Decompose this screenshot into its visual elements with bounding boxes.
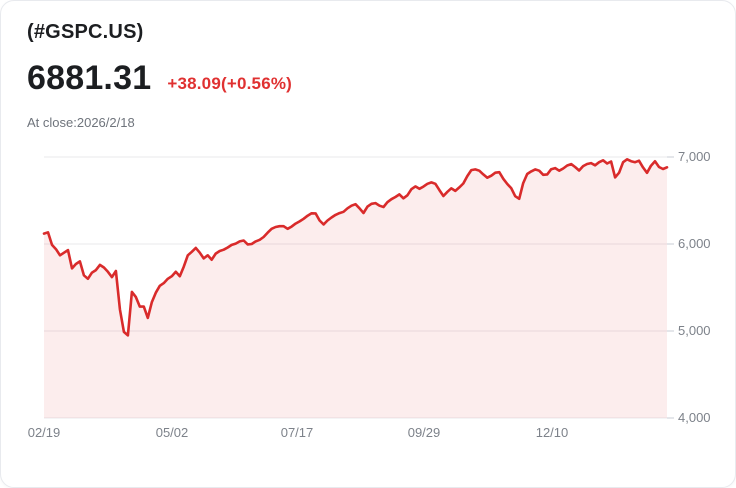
y-axis-tick-marks — [667, 156, 674, 419]
y-axis-label: 6,000 — [678, 236, 711, 251]
x-axis-label: 05/02 — [155, 425, 189, 440]
price-change: +38.09(+0.56%) — [167, 74, 293, 93]
x-axis-label: 02/19 — [27, 425, 61, 440]
y-axis-label: 4,000 — [678, 410, 711, 425]
area-fill — [44, 159, 667, 419]
x-axis-label: 09/29 — [407, 425, 441, 440]
x-axis-label: 07/17 — [280, 425, 314, 440]
x-axis-label: 12/10 — [535, 425, 569, 440]
last-price: 6881.31 — [27, 59, 152, 97]
y-axis-label: 5,000 — [678, 323, 711, 338]
ticker-symbol: (#GSPC.US) — [27, 21, 144, 43]
price-line — [42, 158, 669, 337]
gridlines — [44, 156, 667, 419]
price-row: 6881.31 +38.09(+0.56%) — [27, 59, 292, 98]
as-of-timestamp: At close:2026/2/18 — [27, 115, 135, 130]
y-axis-label: 7,000 — [678, 149, 711, 164]
